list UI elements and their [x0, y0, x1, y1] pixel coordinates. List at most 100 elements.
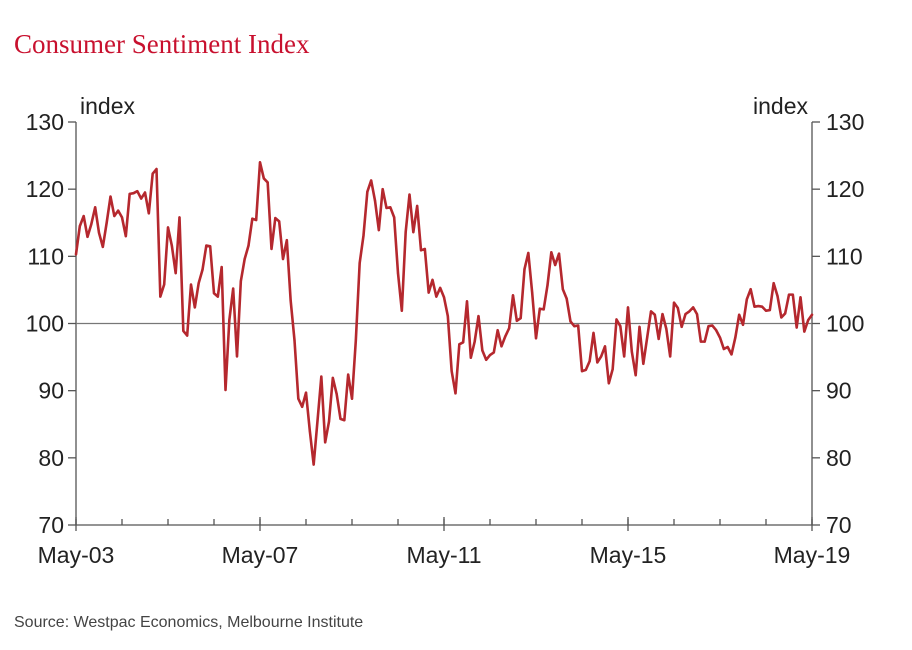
data-point [615, 318, 618, 321]
data-point [251, 217, 254, 220]
data-point [439, 286, 442, 289]
data-point [450, 370, 453, 373]
data-point [531, 291, 534, 294]
data-point [485, 358, 488, 361]
data-point [274, 216, 277, 220]
data-point [400, 309, 403, 312]
data-point [607, 382, 610, 385]
data-point [611, 368, 614, 371]
data-point [101, 245, 104, 249]
data-point [339, 417, 342, 420]
data-point [500, 345, 503, 348]
data-point [416, 204, 419, 208]
data-point [385, 206, 388, 210]
data-point [86, 235, 89, 238]
data-point [780, 316, 783, 319]
y-axis-left: 70 80 90 100 110 120 130 [26, 109, 76, 538]
data-point [592, 331, 595, 334]
x-tick-label: May-19 [774, 542, 851, 568]
y-tick-label-left: 100 [26, 311, 64, 337]
data-point [182, 329, 185, 332]
data-point [163, 283, 166, 286]
data-point [669, 355, 672, 358]
data-point [807, 319, 810, 322]
data-point [304, 391, 308, 394]
y-tick-label-left: 90 [38, 378, 64, 404]
data-point [109, 195, 112, 198]
data-point [600, 355, 603, 358]
data-point [350, 397, 354, 400]
data-point [795, 326, 798, 329]
data-point [308, 429, 311, 433]
data-point [297, 397, 300, 400]
y-tick-label-right: 100 [826, 311, 864, 337]
data-point [140, 197, 143, 200]
data-point [170, 244, 173, 247]
y-tick-label-right: 120 [826, 176, 864, 202]
data-point [136, 190, 139, 193]
data-point [665, 327, 668, 330]
y-tick-label-left: 110 [27, 243, 64, 269]
data-point [504, 335, 507, 338]
data-point [596, 361, 599, 364]
data-point [810, 313, 814, 316]
y-tick-label-left: 80 [38, 445, 64, 471]
data-point [458, 343, 461, 346]
data-point [389, 206, 392, 209]
data-point [776, 294, 779, 298]
data-point [630, 350, 633, 353]
data-point [143, 191, 147, 194]
data-point [730, 353, 733, 356]
data-point [515, 319, 518, 322]
data-point [147, 212, 150, 215]
data-point [270, 247, 273, 251]
data-point [784, 312, 787, 315]
data-point [151, 172, 154, 175]
data-point [97, 231, 101, 234]
data-point [657, 337, 660, 341]
data-point [496, 329, 499, 332]
data-point [646, 336, 649, 339]
data-point [120, 216, 124, 219]
data-point [745, 298, 748, 301]
data-point [753, 305, 756, 308]
data-point [638, 325, 641, 328]
data-point [588, 360, 591, 363]
data-point [132, 192, 135, 195]
data-point [661, 313, 664, 316]
data-point [761, 305, 764, 308]
data-point [481, 349, 484, 352]
data-point [278, 220, 281, 223]
data-point [266, 181, 269, 184]
data-point [159, 295, 162, 298]
data-point [477, 315, 480, 318]
data-point [178, 216, 181, 219]
data-point [462, 341, 465, 344]
data-point [209, 245, 212, 248]
x-axis: May-03 May-07 May-11 May-15 May-19 [38, 517, 851, 568]
data-points [74, 161, 814, 466]
data-point [128, 192, 131, 195]
data-point [408, 193, 411, 196]
x-tick-label: May-07 [222, 542, 299, 568]
data-point [324, 441, 327, 444]
data-point [772, 282, 775, 285]
data-point [695, 313, 699, 316]
data-point [113, 214, 116, 218]
data-point [220, 265, 223, 269]
data-point [174, 272, 177, 275]
data-point [676, 306, 679, 310]
x-tick-label: May-03 [38, 542, 115, 568]
data-point [538, 307, 541, 310]
data-point [124, 235, 127, 238]
data-point [331, 376, 334, 379]
y-tick-label-left: 130 [26, 109, 64, 135]
source-note: Source: Westpac Economics, Melbourne Ins… [14, 614, 363, 631]
y-tick-label-left: 120 [26, 176, 64, 202]
data-point [335, 392, 338, 396]
data-point [473, 340, 476, 343]
x-tick-label: May-15 [590, 542, 667, 568]
data-point [285, 239, 288, 242]
data-point [358, 261, 361, 265]
data-point [454, 392, 457, 395]
